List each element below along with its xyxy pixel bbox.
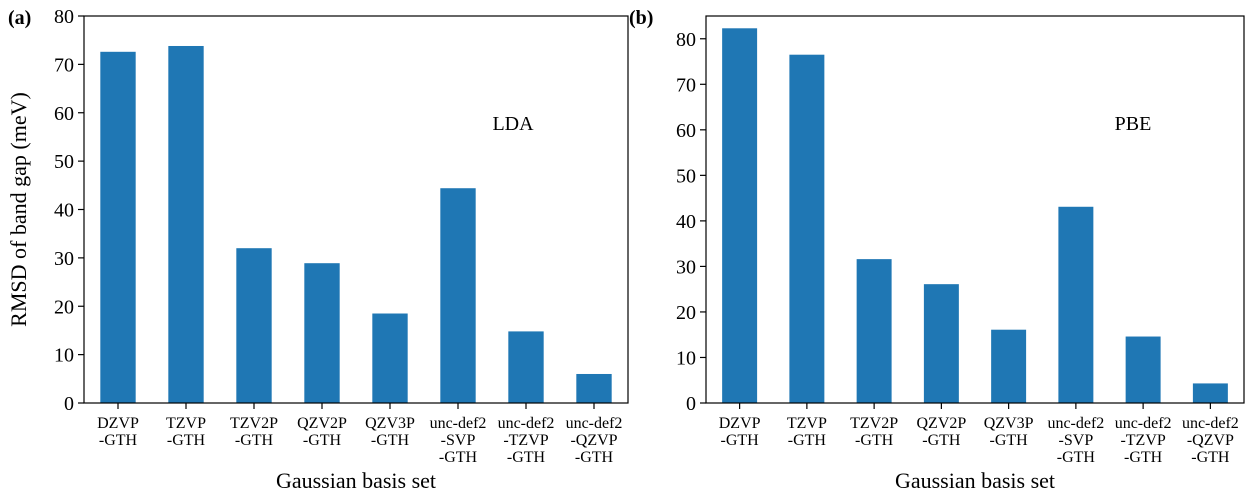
functional-annotation: LDA xyxy=(492,113,534,135)
x-tick-label: unc-def2 -TZVP -GTH xyxy=(498,415,555,466)
y-tick-label: 80 xyxy=(676,29,696,51)
bar-6 xyxy=(508,331,544,403)
x-tick-label: unc-def2 -TZVP -GTH xyxy=(1115,415,1172,466)
plot-frame xyxy=(705,15,1245,404)
y-axis-title: RMSD of band gap (meV) xyxy=(6,92,31,327)
bar-3 xyxy=(923,284,959,403)
bar-1 xyxy=(168,45,204,404)
x-tick-label: unc-def2 -QZVP -GTH xyxy=(1182,415,1239,466)
x-tick-label: TZVP -GTH xyxy=(787,415,827,449)
plot-frame xyxy=(83,15,629,404)
y-tick-label: 70 xyxy=(676,74,696,96)
bar-4 xyxy=(991,329,1027,403)
y-tick-label: 10 xyxy=(54,345,74,367)
bar-1 xyxy=(789,54,825,403)
y-tick-label: 60 xyxy=(54,103,74,125)
bar-0 xyxy=(100,51,136,404)
bar-5 xyxy=(1058,206,1094,403)
panel-b: 0 10 20 30 40 50 60 70 80 DZVP -GTH TZVP -GTH TZV2P -G… xyxy=(629,7,1245,491)
y-tick-label: 10 xyxy=(676,347,696,369)
bar-0 xyxy=(722,28,758,403)
y-tick-label: 0 xyxy=(64,393,74,415)
bar-2 xyxy=(856,259,892,403)
x-tick-label: QZV2P -GTH xyxy=(916,415,966,449)
y-tick-label: 20 xyxy=(676,302,696,324)
bar-6 xyxy=(1125,336,1161,403)
y-tick-label: 50 xyxy=(676,165,696,187)
y-tick-label: 0 xyxy=(686,393,696,415)
bar-5 xyxy=(440,188,476,403)
x-axis-title: Gaussian basis set xyxy=(895,468,1055,491)
y-tick-label: 40 xyxy=(676,211,696,233)
panel-a: 0 10 20 30 40 50 60 70 80 DZVP -GTH TZVP -GTH TZV2P -G… xyxy=(6,6,629,491)
x-tick-label: TZV2P -GTH xyxy=(230,415,278,449)
bar-4 xyxy=(372,313,408,403)
x-tick-label: DZVP -GTH xyxy=(97,415,139,449)
x-tick-label: unc-def2 -SVP -GTH xyxy=(430,415,487,466)
bar-7 xyxy=(576,373,612,403)
x-tick-label: QZV3P -GTH xyxy=(984,415,1034,449)
y-tick-label: 70 xyxy=(54,54,74,76)
y-tick-label: 20 xyxy=(54,296,74,318)
x-tick-label: unc-def2 -QZVP -GTH xyxy=(566,415,623,466)
y-tick-label: 50 xyxy=(54,151,74,173)
y-tick-label: 30 xyxy=(676,256,696,278)
x-axis-title: Gaussian basis set xyxy=(276,468,436,491)
bar-3 xyxy=(304,263,340,403)
panel-label: (b) xyxy=(629,7,653,29)
x-tick-label: DZVP -GTH xyxy=(719,415,761,449)
bar-7 xyxy=(1192,383,1228,403)
y-tick-label: 60 xyxy=(676,120,696,142)
x-tick-label: unc-def2 -SVP -GTH xyxy=(1047,415,1104,466)
x-tick-label: QZV2P -GTH xyxy=(297,415,347,449)
x-tick-label: QZV3P -GTH xyxy=(365,415,415,449)
y-tick-label: 30 xyxy=(54,248,74,270)
x-tick-label: TZV2P -GTH xyxy=(850,415,898,449)
x-tick-label: TZVP -GTH xyxy=(166,415,206,449)
functional-annotation: PBE xyxy=(1115,113,1152,135)
bar-2 xyxy=(236,248,272,403)
panel-label: (a) xyxy=(8,7,31,29)
y-tick-label: 80 xyxy=(54,6,74,28)
y-tick-label: 40 xyxy=(54,200,74,222)
